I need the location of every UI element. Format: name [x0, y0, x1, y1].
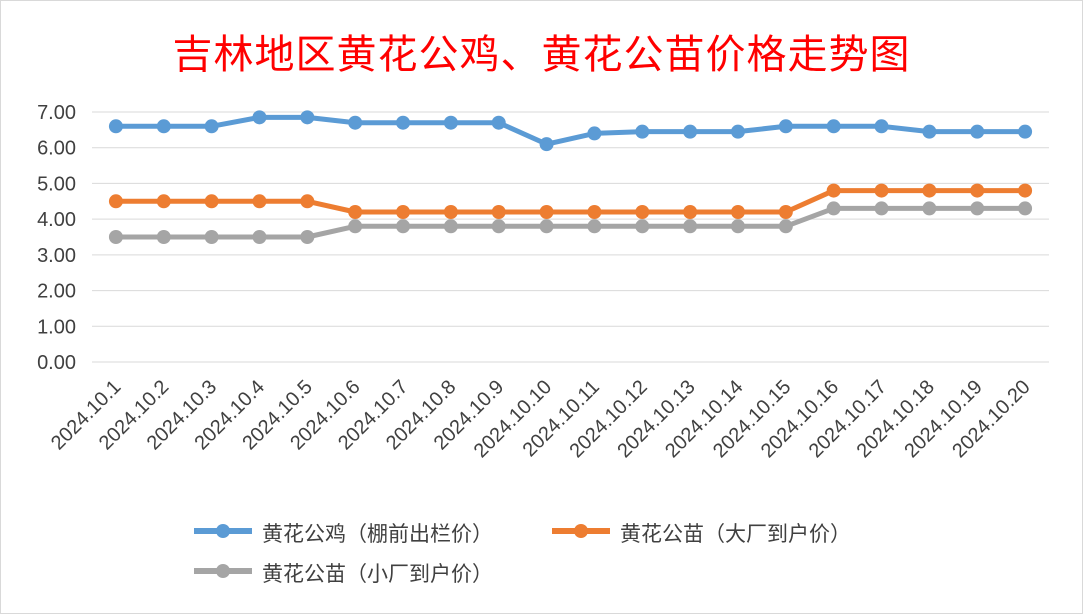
series-3-point — [778, 219, 793, 234]
chart-title: 吉林地区黄花公鸡、黄花公苗价格走势图 — [172, 32, 911, 78]
series-2-point — [1018, 183, 1033, 198]
legend-label-series-2: 黄花公苗（大厂到户价） — [620, 522, 851, 546]
series-3-point — [348, 219, 363, 234]
series-1-point — [970, 124, 985, 139]
series-2-point — [730, 205, 745, 219]
series-1-point — [539, 137, 554, 152]
series-1-point — [922, 124, 937, 139]
series-1-point — [252, 110, 267, 125]
series-2-point — [204, 194, 219, 209]
series-2-point — [108, 194, 123, 209]
legend-swatch-series-3 — [194, 564, 252, 578]
series-1-point — [683, 124, 698, 139]
series-2-point — [874, 183, 889, 198]
series-2-point — [922, 183, 937, 198]
y-tick-label: 3.00 — [37, 245, 76, 267]
series-1-point — [108, 119, 123, 134]
series-1-point — [156, 119, 171, 134]
series-2-point — [252, 194, 267, 209]
series-1-point — [396, 115, 411, 130]
series-1-point — [443, 115, 458, 130]
series-3-point — [443, 219, 458, 234]
series-2-point — [635, 205, 650, 219]
gridlines — [92, 111, 1049, 363]
series-2-point — [300, 194, 315, 209]
series-3-point — [108, 230, 123, 244]
y-tick-label: 4.00 — [37, 209, 76, 231]
series-2-point — [683, 205, 698, 219]
series-3-point — [491, 219, 506, 234]
series-3 — [108, 201, 1033, 244]
series-3-point — [300, 230, 315, 244]
series-3-point — [683, 219, 698, 234]
y-tick-label: 1.00 — [37, 316, 76, 338]
legend-label-series-3: 黄花公苗（小厂到户价） — [262, 562, 493, 586]
series-2-point — [539, 205, 554, 219]
series-1-point — [635, 124, 650, 139]
legend-label-series-1: 黄花公鸡（棚前出栏价） — [262, 522, 493, 546]
series-2-point — [396, 205, 411, 219]
series-2-point — [491, 205, 506, 219]
series-1-point — [826, 119, 841, 134]
series-3-point — [1018, 201, 1033, 216]
y-tick-label: 0.00 — [37, 352, 76, 374]
series-1-point — [1018, 124, 1033, 139]
x-axis-tick-labels: 2024.10.12024.10.22024.10.32024.10.42024… — [47, 376, 1035, 462]
y-tick-label: 6.00 — [37, 138, 76, 160]
series-1-point — [730, 124, 745, 139]
series-3-point — [730, 219, 745, 234]
legend-swatch-series-1 — [194, 524, 252, 538]
series-1-point — [204, 119, 219, 134]
series-2-point — [826, 183, 841, 198]
series-line-3 — [113, 205, 1028, 240]
series-2-point — [970, 183, 985, 198]
series-1-point — [300, 110, 315, 125]
series-3-point — [635, 219, 650, 234]
series-3-point — [204, 230, 219, 244]
series-lines — [108, 110, 1033, 244]
series-3-point — [826, 201, 841, 216]
series-2-point — [348, 205, 363, 219]
series-1-point — [491, 115, 506, 130]
series-1-point — [874, 119, 889, 134]
series-3-point — [922, 201, 937, 216]
series-2-point — [443, 205, 458, 219]
y-tick-label: 5.00 — [37, 173, 76, 195]
series-1-point — [778, 119, 793, 134]
series-2-point — [587, 205, 602, 219]
series-3-point — [156, 230, 171, 244]
y-axis-tick-labels: 0.00 1.00 2.00 3.00 4.00 5.00 6.00 7.00 — [37, 102, 76, 374]
series-3-point — [587, 219, 602, 234]
y-tick-label: 7.00 — [37, 102, 76, 124]
y-tick-label: 2.00 — [37, 281, 76, 303]
series-2 — [108, 183, 1033, 219]
series-1 — [108, 110, 1033, 152]
series-1-point — [348, 115, 363, 130]
series-2-point — [778, 205, 793, 219]
series-3-point — [539, 219, 554, 234]
series-line-1 — [113, 114, 1028, 147]
legend-swatch-series-2 — [552, 524, 610, 538]
series-2-point — [156, 194, 171, 209]
series-3-point — [252, 230, 267, 244]
series-3-point — [396, 219, 411, 234]
series-line-2 — [113, 188, 1028, 215]
series-3-point — [970, 201, 985, 216]
series-1-point — [587, 126, 602, 141]
series-3-point — [874, 201, 889, 216]
